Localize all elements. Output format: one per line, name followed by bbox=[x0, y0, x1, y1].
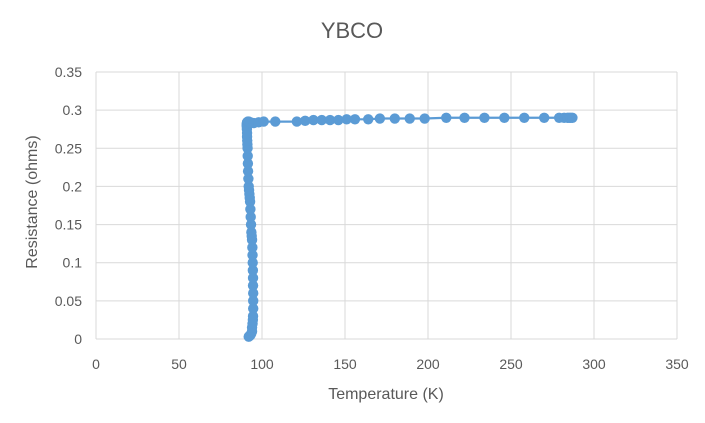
data-point bbox=[243, 173, 254, 184]
data-point bbox=[316, 114, 327, 126]
data-point bbox=[499, 112, 510, 123]
data-point bbox=[519, 112, 530, 123]
data-point bbox=[242, 165, 254, 177]
data-point bbox=[248, 303, 259, 314]
data-point bbox=[333, 114, 344, 126]
data-point bbox=[324, 114, 336, 126]
x-tick-label: 250 bbox=[499, 356, 523, 372]
data-point bbox=[247, 280, 259, 291]
x-tick-label: 350 bbox=[665, 356, 689, 372]
y-tick-label: 0.25 bbox=[55, 140, 82, 156]
data-point bbox=[247, 249, 258, 261]
x-tick-label: 300 bbox=[582, 356, 606, 372]
series-1 bbox=[241, 112, 578, 342]
data-point bbox=[479, 112, 490, 123]
data-point bbox=[247, 310, 259, 322]
x-tick-label: 0 bbox=[92, 356, 100, 372]
data-point bbox=[539, 112, 550, 123]
tick-labels: 0 0.05 0.1 0.15 0.2 0.25 0.3 0.35 0 50 100 150 200 25… bbox=[55, 64, 689, 372]
data-point bbox=[299, 115, 311, 127]
data-point bbox=[419, 113, 430, 124]
data-point bbox=[245, 204, 256, 215]
data-point bbox=[459, 112, 470, 123]
x-tick-label: 100 bbox=[250, 356, 274, 372]
data-point bbox=[441, 112, 452, 123]
y-tick-label: 0.35 bbox=[55, 64, 82, 80]
data-point bbox=[245, 219, 257, 230]
chart-title: YBCO bbox=[321, 18, 383, 43]
data-point bbox=[246, 227, 257, 238]
data-point bbox=[404, 113, 415, 124]
data-point bbox=[245, 211, 256, 223]
data-point bbox=[247, 265, 259, 276]
data-point bbox=[242, 158, 254, 169]
data-point bbox=[389, 113, 400, 124]
y-tick-label: 0.1 bbox=[63, 255, 83, 271]
data-point bbox=[270, 116, 281, 127]
y-axis-title: Resistance (ohms) bbox=[24, 135, 41, 268]
data-point bbox=[341, 114, 352, 125]
y-tick-label: 0.2 bbox=[63, 178, 83, 194]
data-point bbox=[243, 181, 254, 192]
data-point bbox=[248, 295, 259, 307]
data-point bbox=[247, 272, 259, 284]
data-point bbox=[567, 112, 578, 123]
data-point bbox=[248, 288, 259, 299]
data-point bbox=[308, 114, 319, 126]
x-tick-label: 200 bbox=[416, 356, 440, 372]
y-tick-label: 0.05 bbox=[55, 293, 82, 309]
y-tick-label: 0 bbox=[74, 331, 82, 347]
y-tick-label: 0.15 bbox=[55, 217, 82, 233]
x-tick-label: 50 bbox=[171, 356, 187, 372]
data-point bbox=[291, 116, 303, 127]
x-tick-label: 150 bbox=[333, 356, 357, 372]
data-point bbox=[242, 150, 253, 162]
data-point bbox=[363, 114, 374, 125]
data-point bbox=[247, 242, 258, 253]
y-tick-label: 0.3 bbox=[63, 102, 83, 118]
gridlines bbox=[95, 71, 678, 340]
data-point bbox=[349, 114, 361, 125]
data-point bbox=[374, 113, 386, 124]
data-point bbox=[247, 257, 258, 268]
x-axis-title: Temperature (K) bbox=[328, 386, 444, 403]
data-point bbox=[258, 116, 269, 127]
series-line bbox=[245, 116, 573, 338]
